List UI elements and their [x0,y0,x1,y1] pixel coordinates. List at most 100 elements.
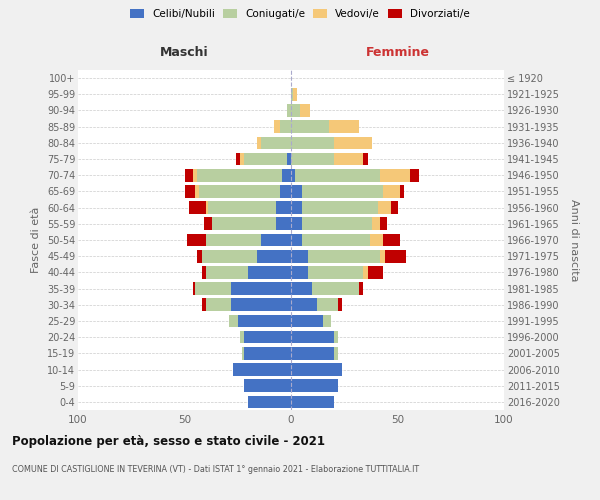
Bar [280,120,291,133]
Bar [197,250,202,262]
Bar [291,202,302,214]
Bar [313,282,359,295]
Bar [291,347,334,360]
Bar [317,298,338,311]
Bar [334,331,338,344]
Bar [338,298,342,311]
Bar [257,250,291,262]
Bar [334,347,338,360]
Bar [291,250,308,262]
Bar [232,282,291,295]
Bar [283,169,291,181]
Bar [291,331,334,344]
Bar [295,169,380,181]
Bar [302,234,370,246]
Bar [291,218,302,230]
Text: COMUNE DI CASTIGLIONE IN TEVERINA (VT) - Dati ISTAT 1° gennaio 2021 - Elaborazio: COMUNE DI CASTIGLIONE IN TEVERINA (VT) -… [12,465,419,474]
Text: Popolazione per età, sesso e stato civile - 2021: Popolazione per età, sesso e stato civil… [12,435,325,448]
Bar [372,218,380,230]
Bar [276,218,291,230]
Bar [323,314,331,328]
Bar [276,202,291,214]
Bar [359,282,364,295]
Bar [257,136,261,149]
Y-axis label: Fasce di età: Fasce di età [31,207,41,273]
Bar [380,169,410,181]
Bar [240,152,244,166]
Bar [370,234,383,246]
Bar [229,314,238,328]
Bar [334,152,364,166]
Bar [206,202,208,214]
Bar [189,202,206,214]
Bar [193,169,197,181]
Bar [193,282,195,295]
Bar [385,250,406,262]
Bar [232,298,291,311]
Bar [293,88,298,101]
Bar [291,169,295,181]
Bar [291,88,293,101]
Bar [291,396,334,408]
Bar [287,152,291,166]
Bar [202,266,206,278]
Bar [185,169,193,181]
Bar [185,185,195,198]
Bar [242,347,244,360]
Bar [383,234,400,246]
Bar [187,234,206,246]
Bar [202,298,206,311]
Bar [364,152,368,166]
Bar [236,152,240,166]
Bar [302,218,372,230]
Bar [291,234,302,246]
Bar [410,169,419,181]
Bar [206,298,232,311]
Bar [291,104,299,117]
Bar [380,250,385,262]
Bar [291,185,302,198]
Bar [400,185,404,198]
Bar [212,218,276,230]
Bar [291,136,334,149]
Bar [291,298,317,311]
Bar [203,218,212,230]
Bar [197,169,283,181]
Text: Femmine: Femmine [365,46,430,59]
Bar [291,266,308,278]
Bar [244,152,287,166]
Bar [199,185,280,198]
Bar [244,380,291,392]
Bar [291,282,313,295]
Bar [291,314,323,328]
Bar [248,396,291,408]
Bar [291,363,342,376]
Bar [195,282,232,295]
Bar [274,120,280,133]
Bar [208,202,276,214]
Bar [329,120,359,133]
Bar [299,104,310,117]
Bar [308,250,380,262]
Bar [238,314,291,328]
Bar [383,185,400,198]
Bar [261,136,291,149]
Bar [391,202,398,214]
Bar [244,331,291,344]
Bar [291,380,338,392]
Bar [202,250,257,262]
Bar [334,136,372,149]
Bar [368,266,383,278]
Bar [364,266,368,278]
Bar [287,104,291,117]
Bar [379,202,391,214]
Bar [195,185,199,198]
Bar [308,266,364,278]
Legend: Celibi/Nubili, Coniugati/e, Vedovi/e, Divorziati/e: Celibi/Nubili, Coniugati/e, Vedovi/e, Di… [126,5,474,24]
Bar [261,234,291,246]
Bar [291,152,334,166]
Y-axis label: Anni di nascita: Anni di nascita [569,198,579,281]
Bar [302,185,383,198]
Bar [291,120,329,133]
Bar [240,331,244,344]
